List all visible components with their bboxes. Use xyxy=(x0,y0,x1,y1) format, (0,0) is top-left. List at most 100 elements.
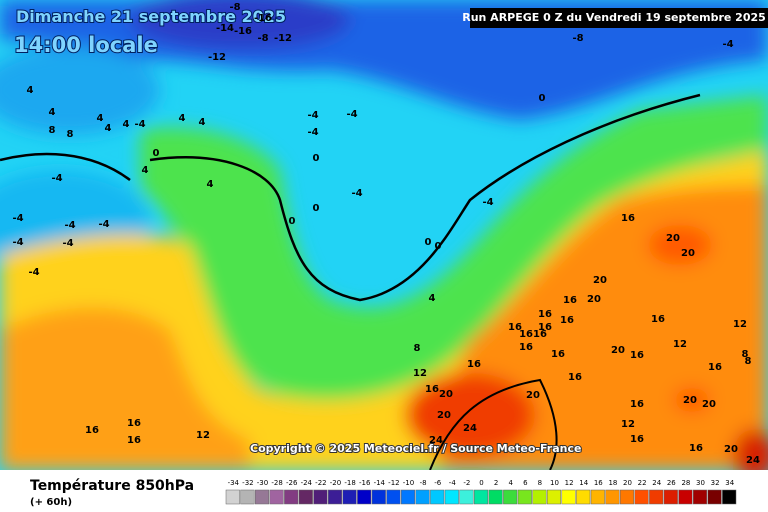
colorbar-label: -16 xyxy=(359,479,371,487)
time: 14:00 locale xyxy=(14,33,158,57)
colorbar-cell xyxy=(386,489,401,505)
isotherm-label: -4 xyxy=(28,267,39,278)
isotherm-label: 8 xyxy=(742,349,749,360)
colorbar-label: 34 xyxy=(725,479,734,487)
colorbar-cell xyxy=(400,489,416,505)
isotherm-label: 16 xyxy=(508,322,522,333)
isotherm-label: 12 xyxy=(413,368,427,379)
colorbar-cell xyxy=(605,489,620,505)
isotherm-label: 16 xyxy=(127,435,141,446)
isotherm-label: -4 xyxy=(51,173,62,184)
isotherm-label: 4 xyxy=(207,179,214,190)
isotherm-label: 16 xyxy=(519,342,533,353)
colorbar-label: 14 xyxy=(579,479,588,487)
isotherm-label: 16 xyxy=(538,322,552,333)
colorbar-label: 12 xyxy=(565,479,574,487)
isotherm-label: 20 xyxy=(439,389,453,400)
colorbar-label: -34 xyxy=(228,479,240,487)
colorbar-label: 2 xyxy=(494,479,498,487)
isotherm-label: -4 xyxy=(722,39,733,50)
isotherm-label: 20 xyxy=(593,275,607,286)
colorbar-cell xyxy=(649,489,664,505)
colorbar-label: 20 xyxy=(623,479,632,487)
isotherm-label: 12 xyxy=(621,419,635,430)
colorbar-cell xyxy=(371,489,386,505)
isotherm-label: 20 xyxy=(681,248,695,259)
colorbar-cell xyxy=(225,489,240,505)
colorbar-label: -32 xyxy=(242,479,253,487)
isotherm-label: 8 xyxy=(745,356,752,367)
isotherm-label: 4 xyxy=(429,293,436,304)
colorbar-label: 10 xyxy=(550,479,559,487)
colorbar-label: 24 xyxy=(652,479,661,487)
colorbar-cell xyxy=(254,489,270,505)
colorbar-cell xyxy=(473,489,489,505)
colorbar-label: -14 xyxy=(374,479,386,487)
isotherm-label: 16 xyxy=(551,349,565,360)
footer-title: Température 850hPa xyxy=(30,478,194,494)
colorbar-cell xyxy=(619,489,635,505)
colorbar-label: -24 xyxy=(301,479,313,487)
colorbar-label: 0 xyxy=(479,479,483,487)
colorbar-label: 6 xyxy=(523,479,528,487)
isotherm-label: 16 xyxy=(708,362,722,373)
isotherm-label: 0 xyxy=(153,148,160,159)
colorbar-label: 4 xyxy=(508,479,513,487)
colorbar-cell xyxy=(576,489,591,505)
colorbar-cell xyxy=(327,489,343,505)
colorbar-cell xyxy=(590,489,605,505)
isotherm-label: -4 xyxy=(482,197,493,208)
colorbar-label: 28 xyxy=(681,479,690,487)
colorbar-cell xyxy=(357,489,372,505)
isotherm-label: 4 xyxy=(123,119,130,130)
colorbar-cell xyxy=(284,489,299,505)
isotherm-label: 16 xyxy=(630,434,644,445)
isotherm-label: 12 xyxy=(733,319,747,330)
isotherm-label: -12 xyxy=(274,33,292,44)
temperature-field xyxy=(0,0,768,470)
isotherm-label: 16 xyxy=(425,384,439,395)
colorbar-cell xyxy=(240,489,255,505)
isotherm-label: 16 xyxy=(85,425,99,436)
isotherm-label: 20 xyxy=(437,410,451,421)
colorbar-label: -4 xyxy=(449,479,457,487)
isotherm-label: -4 xyxy=(98,219,109,230)
isotherm-label: 0 xyxy=(313,153,320,164)
colorbar-cell xyxy=(269,489,284,505)
isotherm-label: 4 xyxy=(49,107,56,118)
isotherm-label: 20 xyxy=(683,395,697,406)
colorbar-label: 8 xyxy=(538,479,542,487)
isotherm-label: 4 xyxy=(105,123,112,134)
colorbar-cell xyxy=(298,489,313,505)
isotherm-label: -16 xyxy=(254,13,272,24)
colorbar-label: 22 xyxy=(638,479,647,487)
colorbar-cell xyxy=(503,489,518,505)
isotherm-label: -4 xyxy=(307,127,318,138)
isotherm-label: 20 xyxy=(611,345,625,356)
isotherm-label: 16 xyxy=(630,350,644,361)
isotherm-label: 16 xyxy=(563,295,577,306)
isotherm-label: -8 xyxy=(257,33,268,44)
isotherm-label: -4 xyxy=(346,109,357,120)
isotherm-label: 1616 xyxy=(519,329,547,340)
isotherm-label: -4 xyxy=(307,110,318,121)
isotherm-label: 20 xyxy=(587,294,601,305)
isotherm-label: -4 xyxy=(62,238,73,249)
colorbar-label: 18 xyxy=(608,479,617,487)
isotherm-label: 0 xyxy=(539,93,546,104)
isotherm-label: -12 xyxy=(208,52,226,63)
colorbar-label: -30 xyxy=(257,479,268,487)
colorbar-label: -20 xyxy=(330,479,341,487)
isotherm-label: -14 xyxy=(216,23,234,34)
colorbar-cell xyxy=(459,489,474,505)
colorbar-label: -10 xyxy=(403,479,414,487)
isotherm-label: 0 xyxy=(425,237,432,248)
isotherm-label: 12 xyxy=(673,339,687,350)
isotherm-label: -4 xyxy=(351,188,362,199)
isotherm-label: 24 xyxy=(746,455,760,466)
colorbar-label: 32 xyxy=(711,479,720,487)
colorbar-cell xyxy=(313,489,328,505)
colorbar-label: -6 xyxy=(434,479,442,487)
colorbar-cell xyxy=(707,489,722,505)
